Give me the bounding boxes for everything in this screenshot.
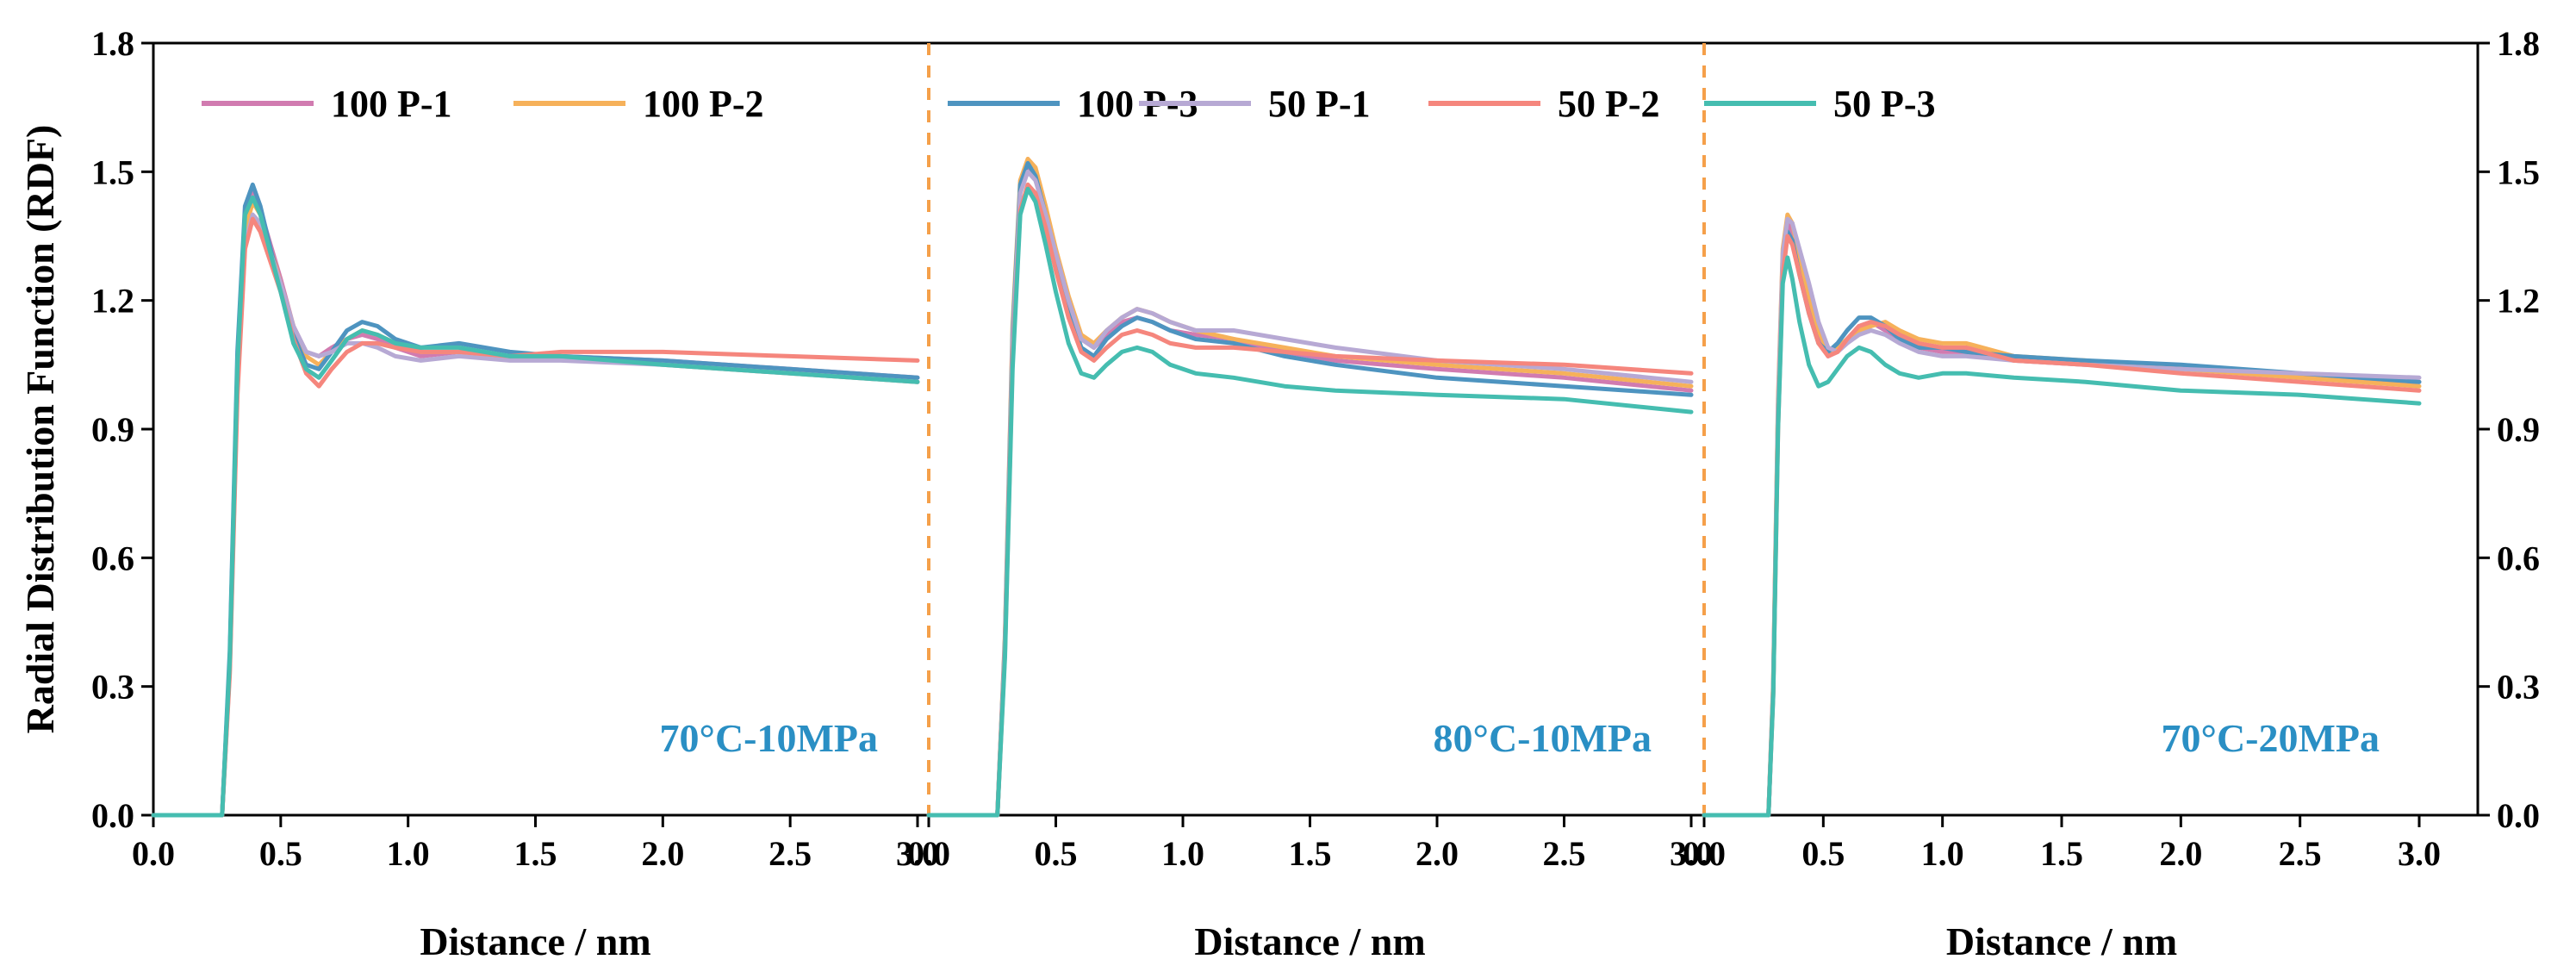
x-tick-label: 2.5 — [1543, 834, 1586, 873]
y-tick-label-right: 1.2 — [2497, 282, 2540, 321]
x-tick-label: 3.0 — [896, 834, 939, 873]
y-tick-label-left: 0.9 — [91, 410, 134, 449]
x-tick-label: 2.5 — [2279, 834, 2322, 873]
y-tick-label-right: 0.6 — [2497, 539, 2540, 577]
x-axis-title: Distance / nm — [1946, 919, 2177, 963]
legend-label: 50 P-1 — [1268, 83, 1371, 125]
y-tick-label-left: 0.6 — [91, 539, 134, 577]
panel-labels: 70°C-10MPa 80°C-10MPa 70°C-20MPa — [660, 716, 2380, 760]
series-line-50-p-3 — [151, 195, 920, 818]
legend-label: 50 P-3 — [1833, 83, 1936, 125]
plot-frame: 0.0 0.00.3 0.30.6 0.60.9 0.91.2 1.21.5 1.51.8 1… — [18, 24, 2540, 963]
x-tick-label: 0.0 — [907, 834, 950, 873]
y-tick-label-right: 0.3 — [2497, 668, 2540, 707]
x-tick-label: 0.5 — [259, 834, 302, 873]
y-tick-label-left: 0.0 — [91, 796, 134, 835]
x-tick-label: 2.0 — [2159, 834, 2202, 873]
y-tick-label-left: 1.5 — [91, 153, 134, 191]
x-tick-label: 0.5 — [1035, 834, 1078, 873]
panel-condition-label: 80°C-10MPa — [1434, 716, 1652, 760]
x-tick-label: 3.0 — [2398, 834, 2441, 873]
x-tick-label: 2.0 — [641, 834, 684, 873]
y-tick-label-left: 1.2 — [91, 282, 134, 321]
y-tick-label-left: 1.8 — [91, 24, 134, 63]
y-tick-label-right: 1.8 — [2497, 24, 2540, 63]
x-tick-label: 0.0 — [132, 834, 175, 873]
legend-label: 100 P-2 — [643, 83, 764, 125]
x-axis-title: Distance / nm — [1194, 919, 1425, 963]
x-tick-label: 1.5 — [1289, 834, 1332, 873]
x-tick-label: 1.0 — [387, 834, 430, 873]
series-line-50-p-3 — [1702, 255, 2422, 818]
series-line-50-p-3 — [926, 186, 1694, 818]
x-tick-label: 1.5 — [514, 834, 557, 873]
y-tick-label-right: 1.5 — [2497, 153, 2540, 191]
y-tick-label-right: 0.0 — [2497, 796, 2540, 835]
legend-label: 100 P-1 — [331, 83, 452, 125]
y-tick-label-right: 0.9 — [2497, 410, 2540, 449]
x-tick-label: 2.0 — [1416, 834, 1459, 873]
x-tick-label: 1.0 — [1161, 834, 1204, 873]
y-tick-label-left: 0.3 — [91, 668, 134, 707]
y-axis-title: Radial Distribution Function (RDF) — [18, 125, 62, 734]
series-layer — [151, 156, 2422, 818]
legend-label: 50 P-2 — [1558, 83, 1660, 125]
x-tick-label: 3.0 — [1670, 834, 1713, 873]
x-tick-label: 2.5 — [768, 834, 812, 873]
x-axis-title: Distance / nm — [420, 919, 650, 963]
plot-border — [152, 41, 2480, 817]
x-tick-label: 0.0 — [1683, 834, 1726, 873]
x-tick-label: 0.5 — [1801, 834, 1845, 873]
panel-condition-label: 70°C-10MPa — [660, 716, 878, 760]
x-tick-label: 1.0 — [1921, 834, 1964, 873]
legend: 100 P-1 100 P-2 100 P-3 50 P-1 50 P-2 50 P-3 — [202, 83, 1936, 125]
panel-condition-label: 70°C-20MPa — [2162, 716, 2380, 760]
x-tick-label: 1.5 — [2040, 834, 2083, 873]
